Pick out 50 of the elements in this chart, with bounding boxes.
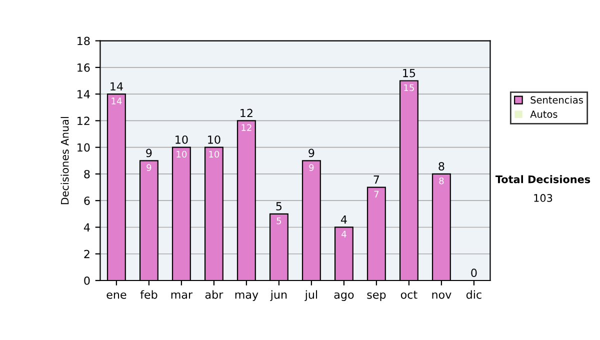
total-label: 9: [146, 148, 152, 158]
total-label: 9: [308, 148, 314, 158]
y-axis-title: Decisiones Anual: [60, 117, 69, 204]
x-tick-label: ene: [106, 292, 126, 299]
data-label: 12: [242, 124, 252, 131]
data-label: 8: [439, 177, 444, 184]
total-label: 5: [276, 202, 282, 210]
x-tick-label: may: [235, 292, 258, 301]
total-label: 0: [471, 268, 477, 278]
y-tick-label: 4: [84, 223, 90, 232]
x-tick-label: jun: [270, 290, 287, 301]
total-label: 4: [340, 215, 347, 224]
legend-label: Autos: [530, 110, 558, 118]
x-tick-label: sep: [367, 292, 386, 301]
data-label: 7: [374, 190, 379, 198]
total-label: 12: [240, 108, 252, 118]
y-tick-label: 10: [78, 143, 90, 152]
y-tick-label: 0: [84, 276, 90, 285]
data-label: 15: [404, 84, 414, 92]
data-label: 10: [209, 150, 220, 158]
x-tick-label: oct: [400, 290, 418, 299]
x-tick-label: nov: [432, 292, 452, 299]
x-tick-label: mar: [171, 292, 193, 299]
total-label: 8: [438, 162, 444, 170]
text: 103: [534, 194, 552, 202]
y-tick-label: 14: [78, 90, 90, 98]
y-tick-label: 18: [78, 36, 90, 46]
data-label: 4: [342, 230, 346, 238]
y-tick-label: 2: [84, 250, 90, 258]
data-label: 14: [112, 98, 122, 104]
y-tick-label: 6: [84, 196, 90, 205]
total-label: 10: [208, 135, 220, 144]
x-tick-label: dic: [466, 290, 482, 299]
x-tick-label: abr: [205, 290, 224, 299]
y-tick-label: 8: [84, 170, 90, 178]
x-tick-label: ago: [334, 292, 354, 301]
total-label: 14: [110, 82, 123, 90]
data-label: 9: [309, 164, 314, 171]
legend-label: Sentencias: [530, 96, 583, 104]
total-label: 10: [176, 135, 188, 144]
x-tick-label: jul: [304, 290, 318, 301]
total-label: 7: [374, 176, 380, 184]
data-label: 5: [276, 218, 282, 224]
data-label: 10: [176, 150, 187, 158]
y-tick-label: 12: [78, 116, 90, 125]
total-label: 15: [403, 69, 416, 78]
data-label: 9: [146, 164, 152, 171]
x-tick-label: feb: [140, 290, 158, 299]
text: Total Decisiones: [495, 175, 590, 184]
y-tick-label: 16: [78, 63, 90, 72]
